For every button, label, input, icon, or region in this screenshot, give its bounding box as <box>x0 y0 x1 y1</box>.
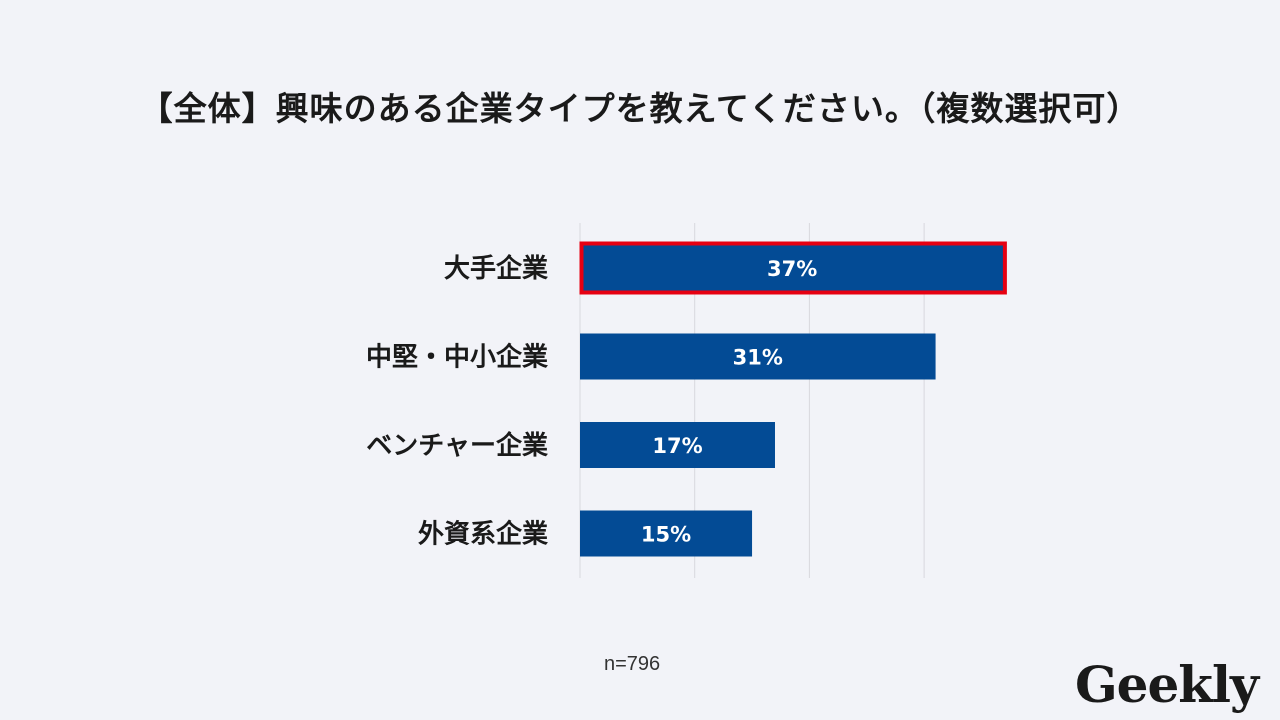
geekly-logo: Geekly <box>1074 655 1259 714</box>
bar-value-label: 15% <box>641 523 691 547</box>
bar-highlight <box>579 241 1007 295</box>
category-label: 中堅・中小企業 <box>366 342 548 373</box>
category-label: 外資系企業 <box>418 519 548 550</box>
category-label: ベンチャー企業 <box>366 430 548 461</box>
bar-value-label: 17% <box>652 434 702 458</box>
bar-value-label: 37% <box>767 257 817 281</box>
bar <box>580 245 1005 291</box>
bar <box>580 510 753 557</box>
chart-title: 【全体】興味のある企業タイプを教えてください。（複数選択可） <box>139 89 1141 128</box>
bar-value-label: 31% <box>733 346 783 370</box>
bar <box>580 422 775 468</box>
bar <box>580 333 936 380</box>
category-label: 大手企業 <box>444 253 548 284</box>
sample-size-note: n=796 <box>604 653 661 675</box>
